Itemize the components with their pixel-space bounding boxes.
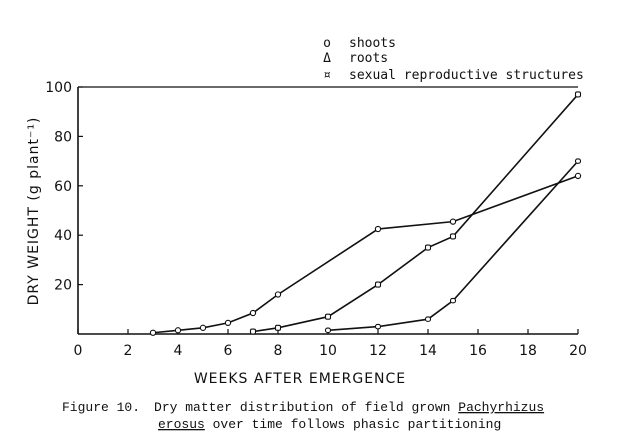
series-line-sexual [327, 160, 579, 332]
x-tick-label: 2 [124, 343, 133, 359]
x-tick-label: 0 [74, 343, 83, 359]
data-point-roots [324, 313, 332, 320]
data-point-roots [374, 281, 382, 288]
data-point-shoots [574, 172, 582, 180]
x-tick-label: 18 [519, 343, 537, 359]
x-tick-label: 10 [319, 343, 337, 359]
svg-text:erosus over time follows phasi: erosus over time follows phasic partitio… [158, 417, 501, 432]
data-point-roots [449, 233, 457, 240]
svg-text:Figure 10.Dry matter distribut: Figure 10. Dry matter distribution of fie… [62, 400, 544, 415]
x-axis-title: WEEKS AFTER EMERGENCE [194, 371, 406, 387]
data-point-roots [249, 328, 257, 335]
caption-line1: Dry matter distribution of field grown [154, 400, 458, 415]
data-point-shoots [224, 319, 232, 327]
caption-line2: over time follows phasic partitioning [205, 417, 501, 432]
data-point-reproductive [449, 297, 457, 304]
caption-species-epithet: erosus [158, 417, 205, 432]
data-point-roots [574, 91, 582, 98]
x-axis-ticks: 0 2 4 6 8 10 12 14 16 18 20 [74, 329, 587, 359]
data-point-shoots [249, 309, 257, 317]
series-line-shoots [152, 175, 579, 334]
legend-marker-roots: Δ [323, 51, 331, 66]
y-tick-label: 20 [54, 278, 72, 294]
legend-label-sexual: sexual reproductive structures [349, 68, 584, 83]
y-tick-label: 60 [54, 179, 72, 195]
x-tick-label: 16 [469, 343, 487, 359]
data-point-reproductive [574, 158, 582, 164]
legend-label-shoots: shoots [349, 36, 396, 51]
data-point-shoots [274, 291, 282, 298]
y-tick-label: 100 [45, 80, 72, 96]
y-tick-label: 40 [54, 228, 72, 244]
data-point-roots [424, 244, 432, 251]
x-tick-label: 20 [569, 343, 587, 359]
x-tick-label: 12 [369, 343, 387, 359]
caption-species-genus: Pachyrhizus [458, 400, 544, 415]
series-line-roots [252, 93, 579, 333]
y-tick-label: 80 [54, 129, 72, 145]
legend: o shoots Δ roots ¤ sexual reproductive struct… [323, 36, 584, 83]
legend-label-roots: roots [349, 51, 388, 66]
x-tick-label: 14 [419, 343, 437, 359]
data-point-shoots [174, 327, 182, 334]
legend-marker-shoots: o [323, 36, 331, 51]
data-point-reproductive [324, 327, 332, 334]
x-tick-label: 4 [174, 343, 183, 359]
y-axis-title: DRY WEIGHT (g plant⁻¹) [26, 117, 42, 306]
figure-caption: Figure 10. Dry matter distribution of fie… [62, 400, 544, 432]
plot-frame [77, 86, 578, 335]
y-axis-ticks: 20 40 60 80 100 [45, 80, 83, 294]
series-layer [149, 91, 582, 336]
x-tick-label: 8 [274, 343, 283, 359]
data-point-shoots [149, 329, 157, 336]
x-tick-label: 6 [224, 343, 233, 359]
data-point-shoots [449, 218, 457, 225]
data-point-shoots [199, 324, 207, 331]
data-point-reproductive [424, 316, 432, 322]
caption-figure-label: Figure 10. [62, 400, 140, 415]
data-point-roots [274, 324, 282, 331]
data-point-reproductive [374, 323, 382, 330]
data-point-shoots [374, 225, 382, 233]
legend-marker-sexual: ¤ [323, 68, 331, 83]
